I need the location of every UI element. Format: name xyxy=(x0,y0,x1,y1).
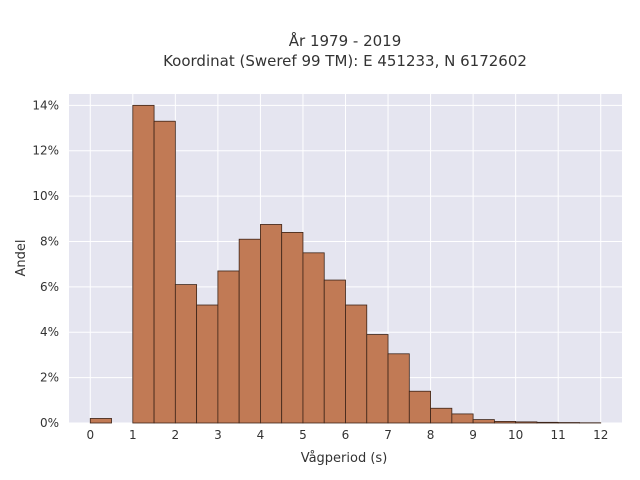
x-tick-label: 6 xyxy=(342,428,350,442)
histogram-bar xyxy=(89,418,112,424)
histogram-bar xyxy=(515,421,538,424)
y-tick-label: 14% xyxy=(32,98,59,112)
x-tick-label: 11 xyxy=(551,428,566,442)
x-tick-label: 9 xyxy=(469,428,477,442)
y-tick-label: 0% xyxy=(40,416,59,430)
x-axis-title: Vågperiod (s) xyxy=(301,451,388,466)
histogram-bar xyxy=(302,252,325,424)
histogram-bar xyxy=(430,407,453,424)
histogram-bar xyxy=(493,421,517,424)
x-tick-label: 4 xyxy=(257,428,265,442)
histogram-bar xyxy=(408,390,431,424)
x-tick-label: 0 xyxy=(86,428,94,442)
histogram-bar xyxy=(217,270,240,424)
y-tick-label: 2% xyxy=(40,371,59,385)
histogram-bar xyxy=(153,120,176,424)
y-axis-ticks: 0% 2% 4% 6% 8% 10% 12% 14% xyxy=(32,98,59,430)
x-tick-label: 3 xyxy=(214,428,222,442)
y-tick-label: 6% xyxy=(40,280,59,294)
chart-subtitle: Koordinat (Sweref 99 TM): E 451233, N 61… xyxy=(163,52,527,70)
histogram-bar xyxy=(387,353,410,424)
x-tick-label: 1 xyxy=(129,428,137,442)
x-tick-label: 5 xyxy=(299,428,307,442)
histogram-bar xyxy=(238,238,261,424)
histogram-bar xyxy=(260,224,283,424)
y-tick-label: 4% xyxy=(40,325,59,339)
x-tick-label: 12 xyxy=(593,428,608,442)
x-tick-label: 10 xyxy=(508,428,523,442)
histogram-bar xyxy=(345,304,368,424)
histogram-bar xyxy=(323,279,346,424)
bars xyxy=(89,104,602,424)
histogram-bar xyxy=(281,232,304,424)
x-axis-ticks: 0 1 2 3 4 5 6 7 8 9 10 11 12 xyxy=(86,428,608,442)
histogram-bar xyxy=(536,421,559,424)
histogram-bar xyxy=(174,284,198,424)
histogram-bar xyxy=(132,104,155,424)
y-axis-title: Andel xyxy=(14,240,29,277)
x-tick-label: 8 xyxy=(427,428,435,442)
histogram-bar xyxy=(451,413,474,424)
x-tick-label: 2 xyxy=(172,428,180,442)
x-tick-label: 7 xyxy=(384,428,392,442)
chart-title: År 1979 - 2019 xyxy=(289,31,402,50)
y-tick-label: 8% xyxy=(40,234,59,248)
y-tick-label: 10% xyxy=(32,189,59,203)
y-tick-label: 12% xyxy=(32,144,59,158)
histogram-bar xyxy=(472,419,495,424)
histogram-bar xyxy=(196,304,219,424)
histogram-bar xyxy=(366,334,389,424)
